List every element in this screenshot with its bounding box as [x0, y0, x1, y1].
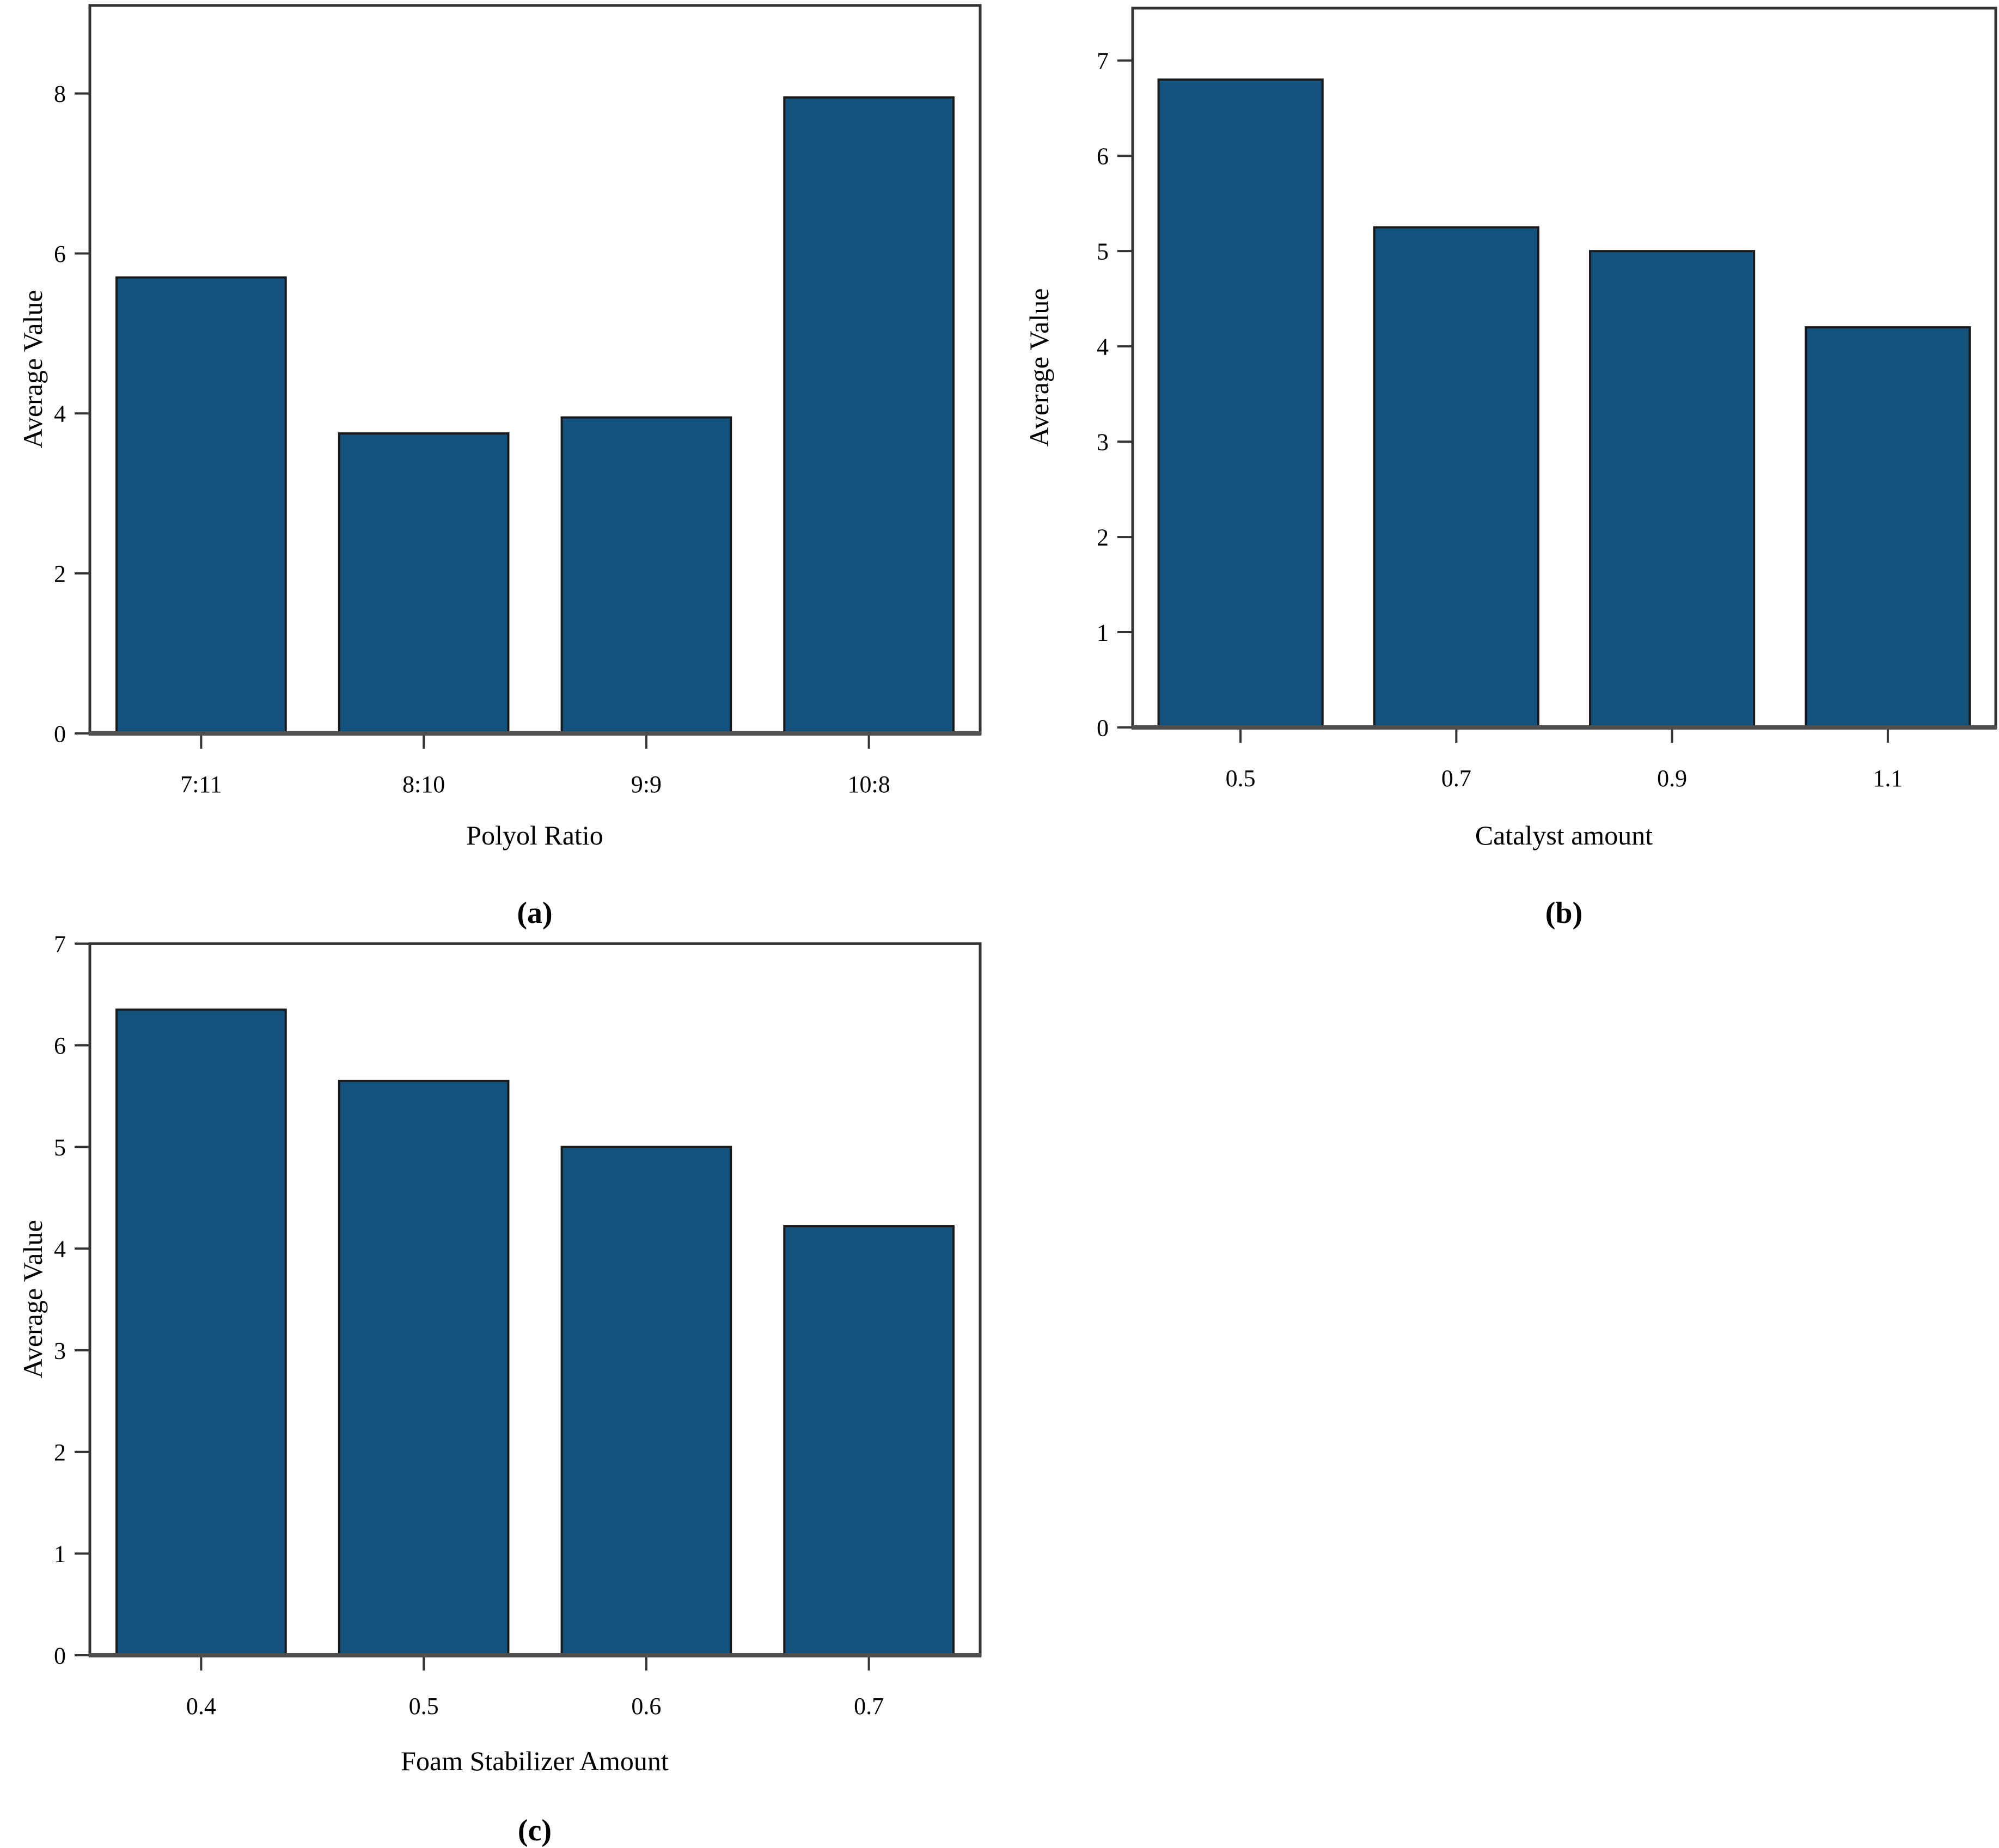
- y-tick-label-a-4: 4: [54, 401, 66, 427]
- plot-area-a: 0 2 4 6 8 7:11 8:10 9:9 10:8: [54, 4, 982, 798]
- y-axis-title-c: Average Value: [17, 1220, 48, 1379]
- x-tick-label-b-0.7: 0.7: [1441, 765, 1471, 792]
- bar-b-1.1: [1805, 326, 1971, 729]
- x-tick-label-c-0.5: 0.5: [409, 1693, 439, 1720]
- x-axis-title-c: Foam Stabilizer Amount: [401, 1746, 669, 1776]
- y-tick-label-a-0: 0: [54, 720, 66, 747]
- x-tick-label-b-0.9: 0.9: [1657, 765, 1687, 792]
- bar-a-8:10: [338, 432, 510, 735]
- y-tick-label-b-4: 4: [1097, 334, 1109, 360]
- bar-b-0.7: [1373, 226, 1539, 729]
- bar-c-0.7: [783, 1225, 955, 1656]
- y-tick-label-b-6: 6: [1097, 143, 1109, 170]
- y-tick-label-c-3: 3: [54, 1337, 66, 1364]
- y-axis-title-b: Average Value: [1024, 288, 1054, 447]
- bar-c-0.6: [560, 1146, 732, 1656]
- x-axis-title-b: Catalyst amount: [1475, 820, 1653, 850]
- y-tick-label-b-3: 3: [1097, 429, 1109, 455]
- bar-c-0.4: [115, 1008, 287, 1657]
- y-tick-label-b-1: 1: [1097, 619, 1109, 646]
- x-tick-label-b-0.5: 0.5: [1226, 765, 1256, 792]
- x-axis-title-a: Polyol Ratio: [466, 820, 603, 850]
- y-tick-label-c-0: 0: [54, 1642, 66, 1669]
- y-tick-label-b-0: 0: [1097, 714, 1109, 741]
- y-tick-label-b-5: 5: [1097, 238, 1109, 265]
- panel-caption-c: (c): [517, 1814, 552, 1847]
- bar-b-0.5: [1157, 78, 1324, 729]
- y-tick-label-b-7: 7: [1097, 48, 1109, 75]
- y-tick-label-c-1: 1: [54, 1541, 66, 1568]
- chart-panel-b: 0 1 2 3 4 5 6 7 0.5 0.7 0.9 1.1 Average Value Catal…: [1000, 0, 1999, 956]
- panel-caption-b: (b): [1545, 896, 1583, 930]
- y-tick-label-a-2: 2: [54, 561, 66, 588]
- y-tick-label-b-2: 2: [1097, 524, 1109, 550]
- bar-b-0.9: [1589, 250, 1756, 729]
- y-tick-label-c-4: 4: [54, 1236, 66, 1263]
- x-tick-label-a-10:8: 10:8: [848, 771, 890, 798]
- plot-area-c: 0 1 2 3 4 5 6 7 0.4 0.5 0.6 0.7: [54, 931, 982, 1720]
- y-axis-title-a: Average Value: [17, 290, 48, 449]
- y-tick-label-a-6: 6: [54, 241, 66, 267]
- chart-panel-a: 0 2 4 6 8 7:11 8:10 9:9 10:8 Average Value Polyo…: [0, 0, 999, 956]
- bar-a-7:11: [115, 276, 287, 735]
- bar-a-10:8: [783, 96, 955, 735]
- x-tick-label-a-7:11: 7:11: [180, 771, 222, 798]
- x-tick-label-c-0.4: 0.4: [186, 1693, 216, 1720]
- bar-c-0.5: [338, 1080, 510, 1656]
- plot-area-b: 0 1 2 3 4 5 6 7 0.5 0.7 0.9 1.1: [1097, 7, 1997, 792]
- chart-panel-c: 0 1 2 3 4 5 6 7 0.4 0.5 0.6 0.7 Average Value Foam …: [0, 926, 999, 1847]
- x-tick-label-b-1.1: 1.1: [1873, 765, 1903, 792]
- x-tick-label-c-0.7: 0.7: [854, 1693, 884, 1720]
- y-tick-label-c-6: 6: [54, 1032, 66, 1059]
- panel-caption-a: (a): [517, 896, 553, 930]
- x-tick-label-c-0.6: 0.6: [631, 1693, 661, 1720]
- y-tick-label-c-5: 5: [54, 1134, 66, 1161]
- y-tick-label-a-8: 8: [54, 81, 66, 107]
- x-tick-label-a-8:10: 8:10: [402, 771, 445, 798]
- x-tick-label-a-9:9: 9:9: [631, 771, 662, 798]
- y-tick-label-c-2: 2: [54, 1439, 66, 1466]
- bar-a-9:9: [560, 416, 732, 735]
- y-tick-label-c-7: 7: [54, 931, 66, 957]
